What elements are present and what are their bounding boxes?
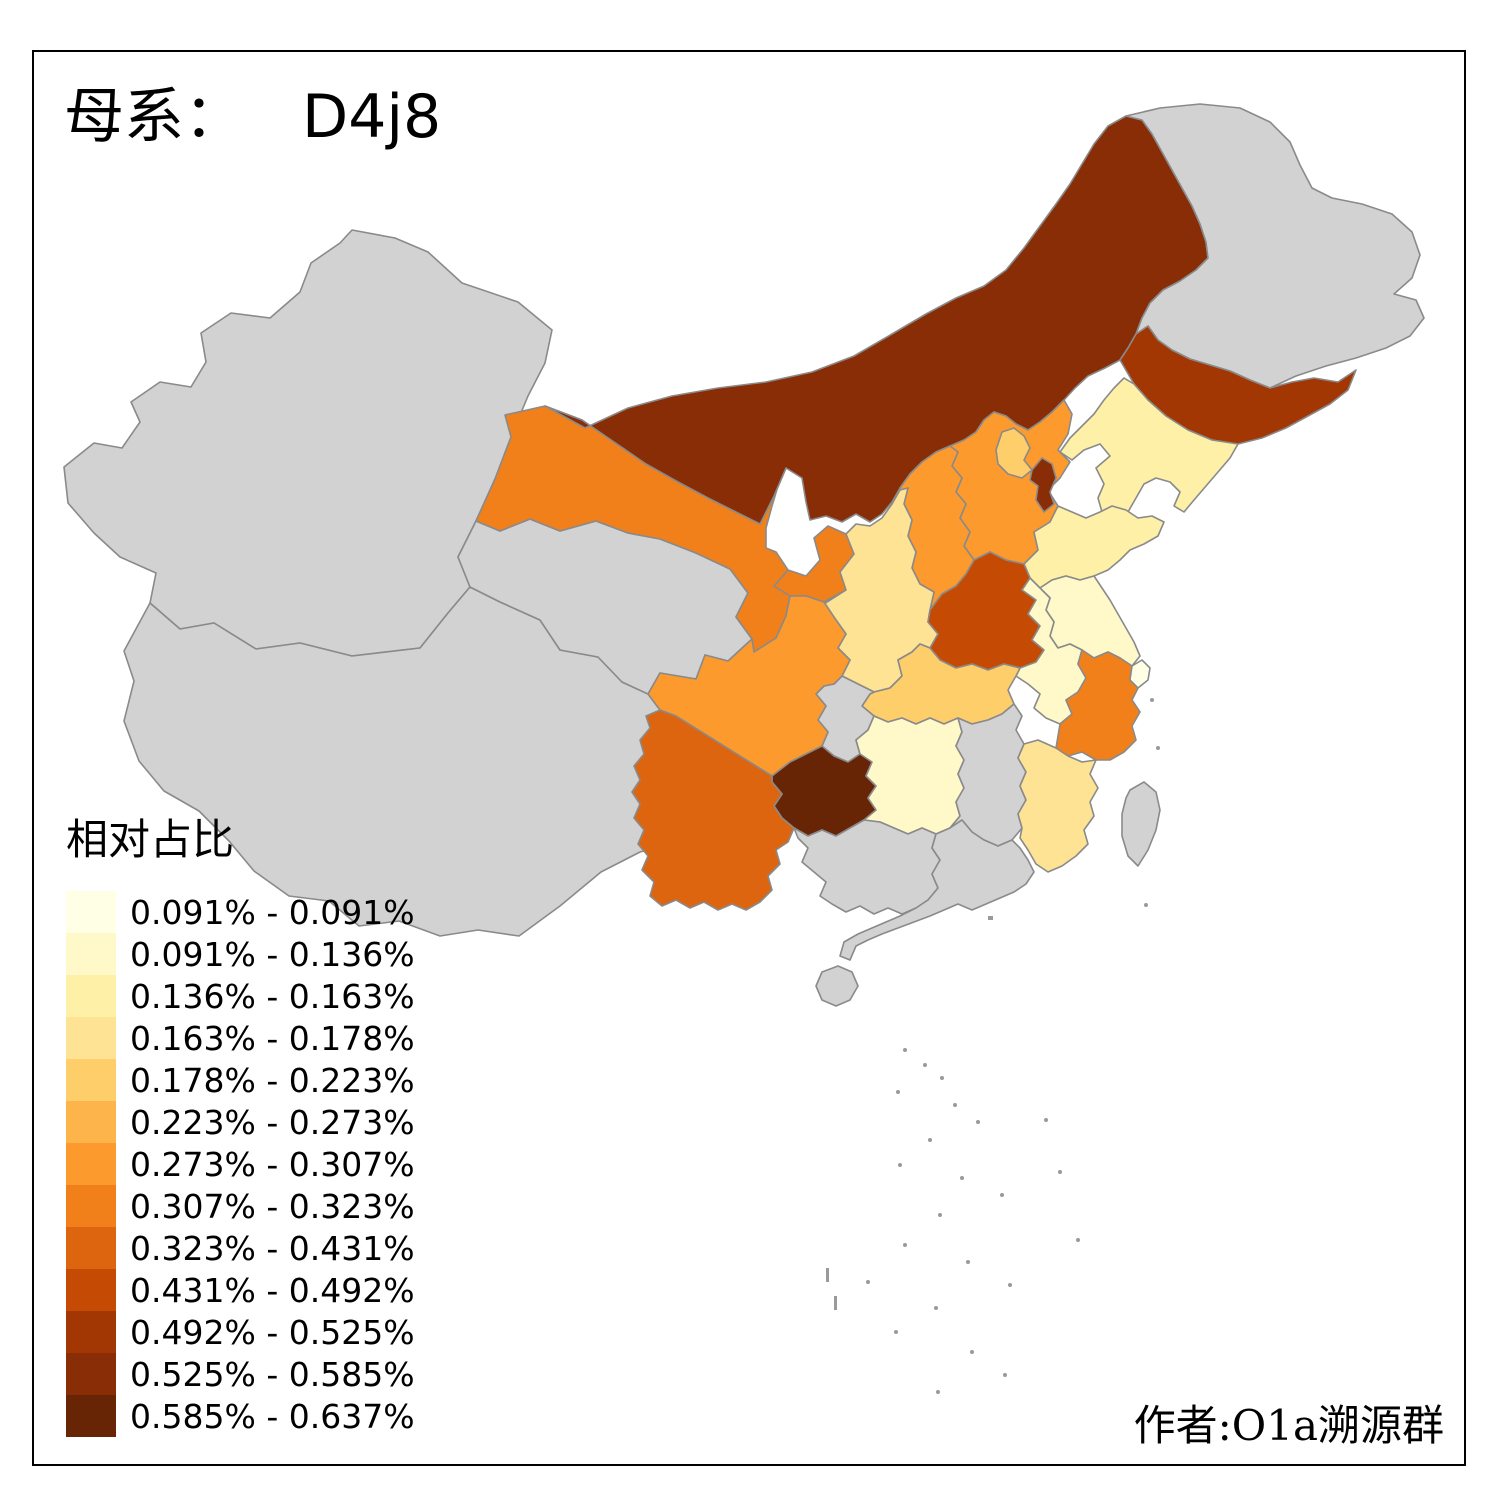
legend-item: 0.307% - 0.323% <box>66 1185 415 1227</box>
legend-item: 0.163% - 0.178% <box>66 1017 415 1059</box>
legend-swatch <box>66 891 116 933</box>
legend-item: 0.136% - 0.163% <box>66 975 415 1017</box>
legend-label: 0.178% - 0.223% <box>130 1060 415 1100</box>
legend-rows: 0.091% - 0.091% 0.091% - 0.136% 0.136% - 0… <box>66 891 415 1437</box>
legend-label: 0.223% - 0.273% <box>130 1102 415 1142</box>
province-tianjin <box>1029 457 1057 513</box>
legend-item: 0.178% - 0.223% <box>66 1059 415 1101</box>
legend-label: 0.307% - 0.323% <box>130 1186 415 1226</box>
legend-label: 0.091% - 0.091% <box>130 892 415 932</box>
province-hainan <box>815 965 859 1007</box>
legend-swatch <box>66 1017 116 1059</box>
legend-swatch <box>66 1269 116 1311</box>
legend-item: 0.223% - 0.273% <box>66 1101 415 1143</box>
legend-label: 0.323% - 0.431% <box>130 1228 415 1268</box>
legend-swatch <box>66 1143 116 1185</box>
legend-label: 0.136% - 0.163% <box>130 976 415 1016</box>
province-shanghai <box>1129 659 1151 689</box>
legend-label: 0.525% - 0.585% <box>130 1354 415 1394</box>
plot-title: 母系： D4j8 <box>64 68 441 155</box>
plot-title-haplogroup: D4j8 <box>302 82 442 152</box>
legend-swatch <box>66 1185 116 1227</box>
legend-swatch <box>66 1353 116 1395</box>
legend-label: 0.585% - 0.637% <box>130 1396 415 1436</box>
legend-item: 0.585% - 0.637% <box>66 1395 415 1437</box>
province-jiangxi <box>949 703 1027 847</box>
province-shapes <box>63 103 1425 1007</box>
legend-label: 0.273% - 0.307% <box>130 1144 415 1184</box>
legend: 相对占比 0.091% - 0.091% 0.091% - 0.136% 0.136… <box>66 806 415 1437</box>
legend-swatch <box>66 1227 116 1269</box>
attribution-text: 作者:O1a溯源群 <box>1133 1401 1444 1450</box>
south-china-sea-islands <box>826 698 1160 1394</box>
province-yunnan <box>631 709 795 911</box>
province-guangdong <box>839 819 1035 961</box>
province-guangxi <box>793 819 941 915</box>
legend-item: 0.492% - 0.525% <box>66 1311 415 1353</box>
legend-item: 0.431% - 0.492% <box>66 1269 415 1311</box>
legend-title: 相对占比 <box>66 815 235 864</box>
legend-label: 0.431% - 0.492% <box>130 1270 415 1310</box>
legend-label: 0.091% - 0.136% <box>130 934 415 974</box>
legend-item: 0.323% - 0.431% <box>66 1227 415 1269</box>
province-hunan <box>855 715 965 835</box>
legend-item: 0.091% - 0.091% <box>66 891 415 933</box>
province-inner-mongolia <box>544 115 1209 525</box>
legend-item: 0.091% - 0.136% <box>66 933 415 975</box>
legend-swatch <box>66 1395 116 1437</box>
plot-title-prefix: 母系： <box>64 82 244 152</box>
legend-item: 0.525% - 0.585% <box>66 1353 415 1395</box>
province-fujian <box>1017 739 1099 873</box>
legend-swatch <box>66 975 116 1017</box>
province-taiwan <box>1121 781 1161 867</box>
legend-label: 0.492% - 0.525% <box>130 1312 415 1352</box>
plot-border-frame <box>32 50 1466 1466</box>
legend-swatch <box>66 1059 116 1101</box>
legend-swatch <box>66 1311 116 1353</box>
legend-label: 0.163% - 0.178% <box>130 1018 415 1058</box>
legend-item: 0.273% - 0.307% <box>66 1143 415 1185</box>
province-zhejiang <box>1055 649 1141 761</box>
legend-swatch <box>66 1101 116 1143</box>
legend-swatch <box>66 933 116 975</box>
